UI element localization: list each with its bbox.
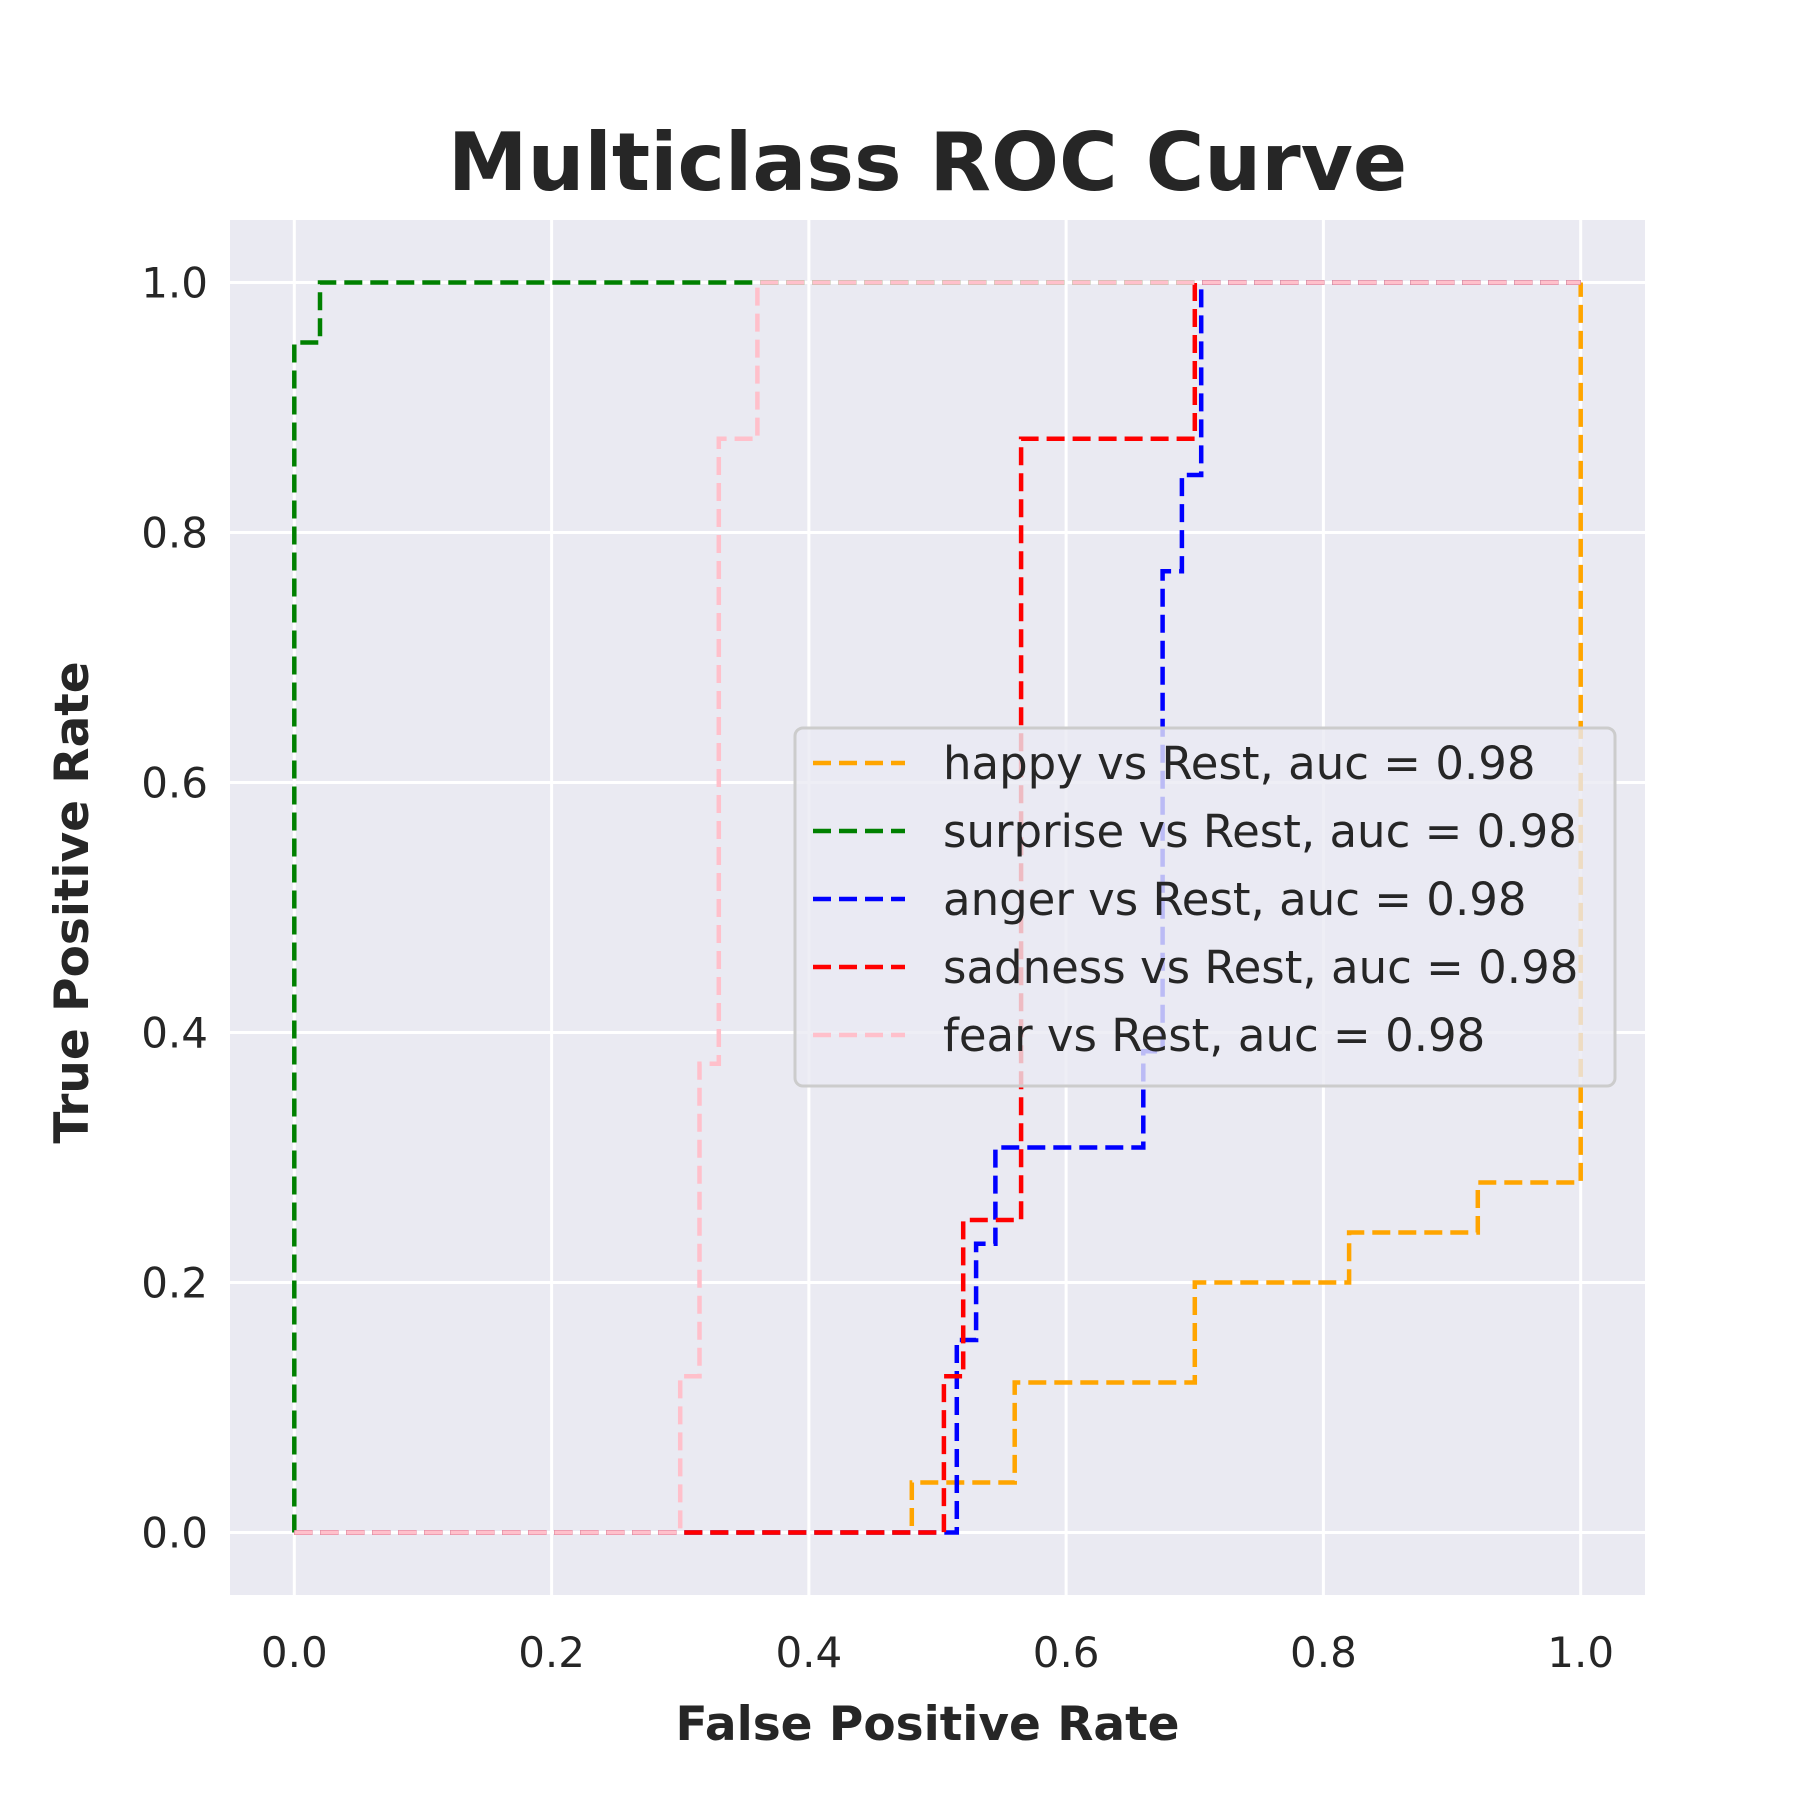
x-axis-label: False Positive Rate <box>676 1697 1180 1752</box>
y-tick-label: 0.2 <box>141 1259 208 1308</box>
tick-labels: 0.0 0.2 0.4 0.6 0.8 1.0 0.0 0.2 0.4 0.6 0.8 1.0 <box>141 259 1614 1678</box>
x-tick-label: 1.0 <box>1547 1628 1614 1677</box>
y-tick-label: 1.0 <box>141 259 208 308</box>
y-tick-label: 0.6 <box>141 759 208 808</box>
chart-title: Multiclass ROC Curve <box>448 116 1407 209</box>
x-tick-label: 0.6 <box>1033 1628 1100 1677</box>
legend: happy vs Rest, auc = 0.98 surprise vs Res… <box>793 726 1617 1088</box>
legend-label: surprise vs Rest, auc = 0.98 <box>943 805 1577 858</box>
series-lines <box>292 280 1583 1535</box>
y-tick-label: 0.4 <box>141 1009 208 1058</box>
x-tick-label: 0.0 <box>261 1628 328 1677</box>
x-tick-label: 0.2 <box>518 1628 585 1677</box>
series-line-surprise <box>292 280 1581 1533</box>
legend-label: happy vs Rest, auc = 0.98 <box>943 737 1536 790</box>
legend-label: fear vs Rest, auc = 0.98 <box>943 1009 1485 1062</box>
x-tick-label: 0.4 <box>775 1628 842 1677</box>
series-line-anger <box>294 280 1581 1535</box>
y-tick-label: 0.8 <box>141 509 208 558</box>
legend-label: anger vs Rest, auc = 0.98 <box>943 873 1527 926</box>
legend-box <box>793 726 1617 1088</box>
y-axis-label: True Positive Rate <box>45 661 100 1143</box>
x-tick-label: 0.8 <box>1290 1628 1357 1677</box>
series-line-happy <box>294 282 1583 1535</box>
y-tick-label: 0.0 <box>141 1509 208 1558</box>
legend-label: sadness vs Rest, auc = 0.98 <box>943 941 1578 994</box>
